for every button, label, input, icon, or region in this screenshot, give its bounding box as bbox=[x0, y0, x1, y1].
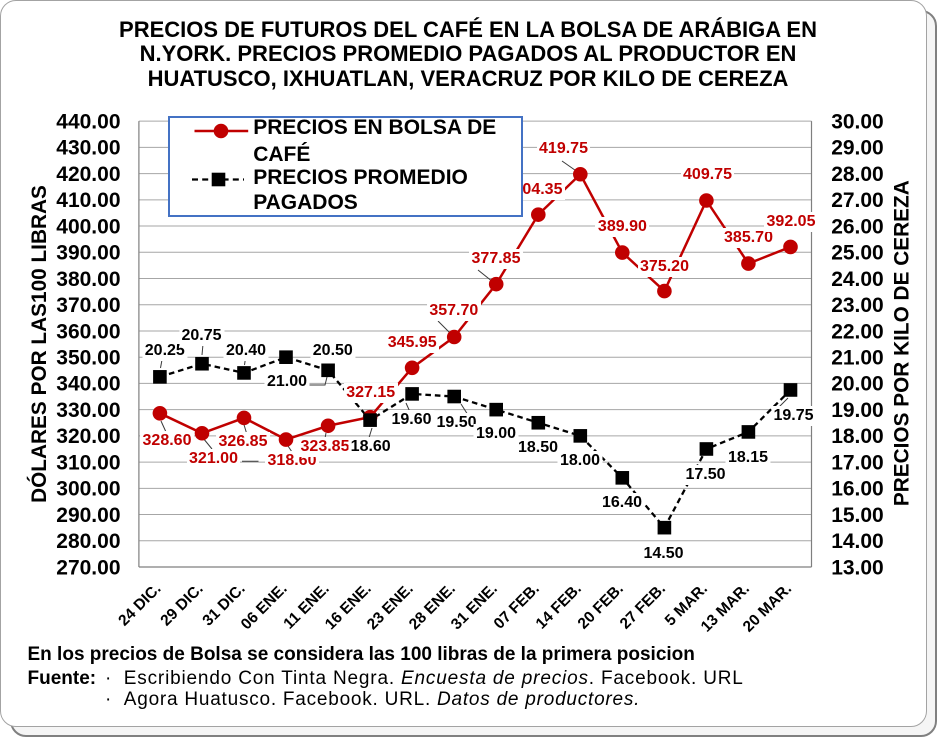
svg-text:24.00: 24.00 bbox=[831, 268, 884, 291]
svg-text:22.00: 22.00 bbox=[831, 320, 884, 343]
svg-text:310.00: 310.00 bbox=[56, 451, 120, 474]
svg-text:27.00: 27.00 bbox=[831, 189, 884, 212]
svg-text:21.00: 21.00 bbox=[831, 346, 884, 369]
svg-text:16.00: 16.00 bbox=[831, 478, 884, 501]
svg-text:340.00: 340.00 bbox=[56, 373, 120, 396]
svg-text:19.00: 19.00 bbox=[831, 399, 884, 422]
svg-text:18.00: 18.00 bbox=[831, 425, 884, 448]
svg-text:30.00: 30.00 bbox=[831, 110, 884, 133]
svg-text:29 DIC.: 29 DIC. bbox=[157, 580, 206, 629]
svg-text:07 FEB.: 07 FEB. bbox=[491, 580, 543, 632]
svg-text:31 ENE.: 31 ENE. bbox=[448, 580, 501, 633]
svg-text:320.00: 320.00 bbox=[56, 425, 120, 448]
svg-text:440.00: 440.00 bbox=[56, 110, 120, 133]
svg-text:14 FEB.: 14 FEB. bbox=[533, 580, 585, 632]
svg-text:25.00: 25.00 bbox=[831, 242, 884, 265]
svg-text:270.00: 270.00 bbox=[56, 556, 120, 579]
svg-text:390.00: 390.00 bbox=[56, 242, 120, 265]
svg-text:370.00: 370.00 bbox=[56, 294, 120, 317]
svg-text:430.00: 430.00 bbox=[56, 137, 120, 160]
svg-text:26.00: 26.00 bbox=[831, 215, 884, 238]
svg-text:06 ENE.: 06 ENE. bbox=[238, 580, 291, 633]
svg-text:420.00: 420.00 bbox=[56, 163, 120, 186]
svg-text:29.00: 29.00 bbox=[831, 137, 884, 160]
svg-text:20 FEB.: 20 FEB. bbox=[575, 580, 627, 632]
svg-text:24 DIC.: 24 DIC. bbox=[115, 580, 164, 629]
svg-text:DÓLARES POR LAS100 LIBRAS: DÓLARES POR LAS100 LIBRAS bbox=[27, 185, 51, 503]
svg-text:28.00: 28.00 bbox=[831, 163, 884, 186]
svg-text:350.00: 350.00 bbox=[56, 346, 120, 369]
svg-text:330.00: 330.00 bbox=[56, 399, 120, 422]
svg-text:27 FEB.: 27 FEB. bbox=[617, 580, 669, 632]
svg-text:14.00: 14.00 bbox=[831, 530, 884, 553]
svg-text:280.00: 280.00 bbox=[56, 530, 120, 553]
svg-text:410.00: 410.00 bbox=[56, 189, 120, 212]
svg-text:PRECIOS POR KILO DE CEREZA: PRECIOS POR KILO DE CEREZA bbox=[891, 180, 914, 506]
svg-text:15.00: 15.00 bbox=[831, 504, 884, 527]
svg-text:23.00: 23.00 bbox=[831, 294, 884, 317]
svg-text:17.00: 17.00 bbox=[831, 451, 884, 474]
svg-text:380.00: 380.00 bbox=[56, 268, 120, 291]
svg-text:20.00: 20.00 bbox=[831, 373, 884, 396]
svg-text:360.00: 360.00 bbox=[56, 320, 120, 343]
svg-text:400.00: 400.00 bbox=[56, 215, 120, 238]
svg-text:300.00: 300.00 bbox=[56, 478, 120, 501]
svg-text:13.00: 13.00 bbox=[831, 556, 884, 579]
svg-text:290.00: 290.00 bbox=[56, 504, 120, 527]
